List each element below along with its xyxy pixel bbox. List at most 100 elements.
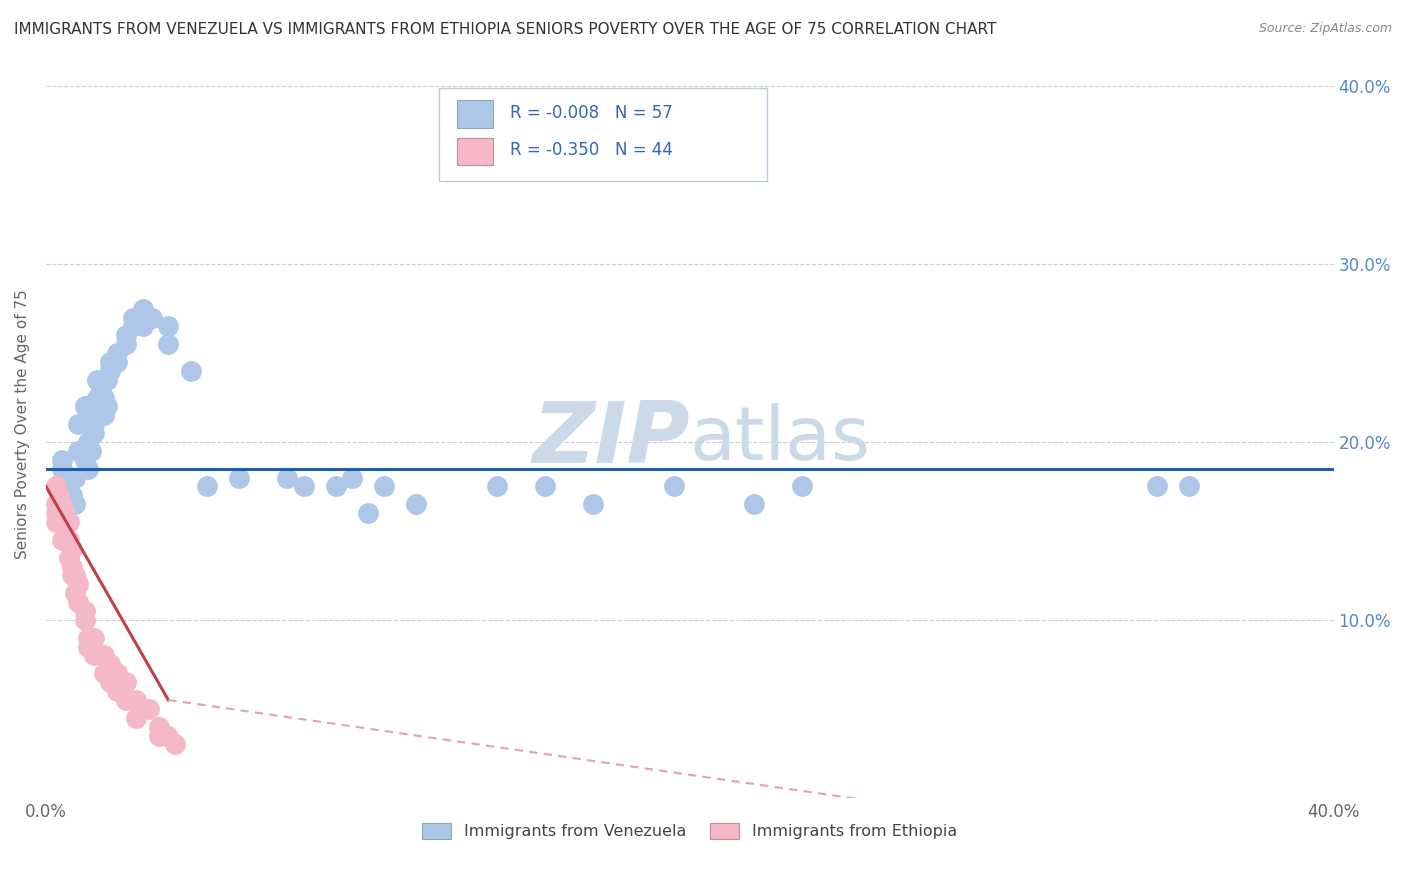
Point [67,444,90,458]
Point [60,541,83,556]
Point [53,506,76,520]
Point [51,533,73,547]
Point [98,355,121,369]
Point [93,666,115,681]
Point [73,613,96,627]
Legend: Immigrants from Venezuela, Immigrants from Ethiopia: Immigrants from Venezuela, Immigrants fr… [416,816,963,846]
Point [115,328,138,343]
Point [58,550,80,565]
Text: Source: ZipAtlas.com: Source: ZipAtlas.com [1258,22,1392,36]
Point [115,337,138,351]
Point [98,657,121,672]
Point [83,417,105,432]
Point [51,461,73,475]
Point [105,666,128,681]
Point [96,400,118,414]
Point [60,568,83,582]
Point [83,631,105,645]
Point [73,452,96,467]
Point [58,533,80,547]
Point [485,479,508,493]
Point [58,479,80,493]
Point [582,497,605,511]
Point [90,382,112,396]
Bar [457,101,492,128]
Point [80,409,103,423]
Point [228,470,250,484]
Point [96,373,118,387]
Point [131,301,153,316]
Point [53,533,76,547]
Point [60,488,83,502]
Point [105,355,128,369]
Point [86,391,108,405]
Point [76,461,98,475]
Point [125,693,148,707]
Point [131,319,153,334]
Point [73,604,96,618]
Point [48,488,70,502]
Point [148,729,170,743]
Point [325,479,347,493]
Point [51,515,73,529]
Point [357,506,380,520]
Point [98,675,121,690]
Point [138,702,160,716]
Point [76,640,98,654]
Point [93,648,115,663]
Point [148,720,170,734]
Point [63,586,86,600]
Point [276,470,298,484]
Point [48,515,70,529]
Text: atlas: atlas [690,402,870,475]
Point [125,711,148,725]
Text: R = -0.008   N = 57: R = -0.008 N = 57 [509,103,672,121]
Point [83,400,105,414]
Point [76,631,98,645]
Point [105,684,128,698]
Point [93,391,115,405]
Point [86,373,108,387]
Point [792,479,814,493]
Point [98,364,121,378]
FancyBboxPatch shape [439,88,768,181]
Point [73,400,96,414]
Point [742,497,765,511]
Point [373,479,395,493]
Point [292,479,315,493]
Point [93,409,115,423]
Point [48,506,70,520]
Point [662,479,685,493]
Point [45,515,67,529]
Point [122,319,145,334]
Point [67,417,90,432]
Point [83,426,105,441]
Point [45,506,67,520]
Point [157,337,180,351]
Point [534,479,557,493]
Point [45,497,67,511]
Point [163,738,186,752]
Point [53,515,76,529]
Point [51,452,73,467]
Point [195,479,218,493]
Point [76,435,98,450]
Point [67,595,90,609]
Point [63,568,86,582]
Point [58,470,80,484]
Point [141,310,163,325]
Point [90,400,112,414]
Point [105,346,128,360]
Point [1178,479,1201,493]
Point [80,444,103,458]
Point [340,470,363,484]
Point [58,515,80,529]
Point [63,497,86,511]
Text: IMMIGRANTS FROM VENEZUELA VS IMMIGRANTS FROM ETHIOPIA SENIORS POVERTY OVER THE A: IMMIGRANTS FROM VENEZUELA VS IMMIGRANTS … [14,22,997,37]
Point [180,364,202,378]
Point [115,675,138,690]
Point [67,577,90,591]
Text: R = -0.350   N = 44: R = -0.350 N = 44 [509,141,672,159]
Point [63,470,86,484]
Bar [457,137,492,165]
